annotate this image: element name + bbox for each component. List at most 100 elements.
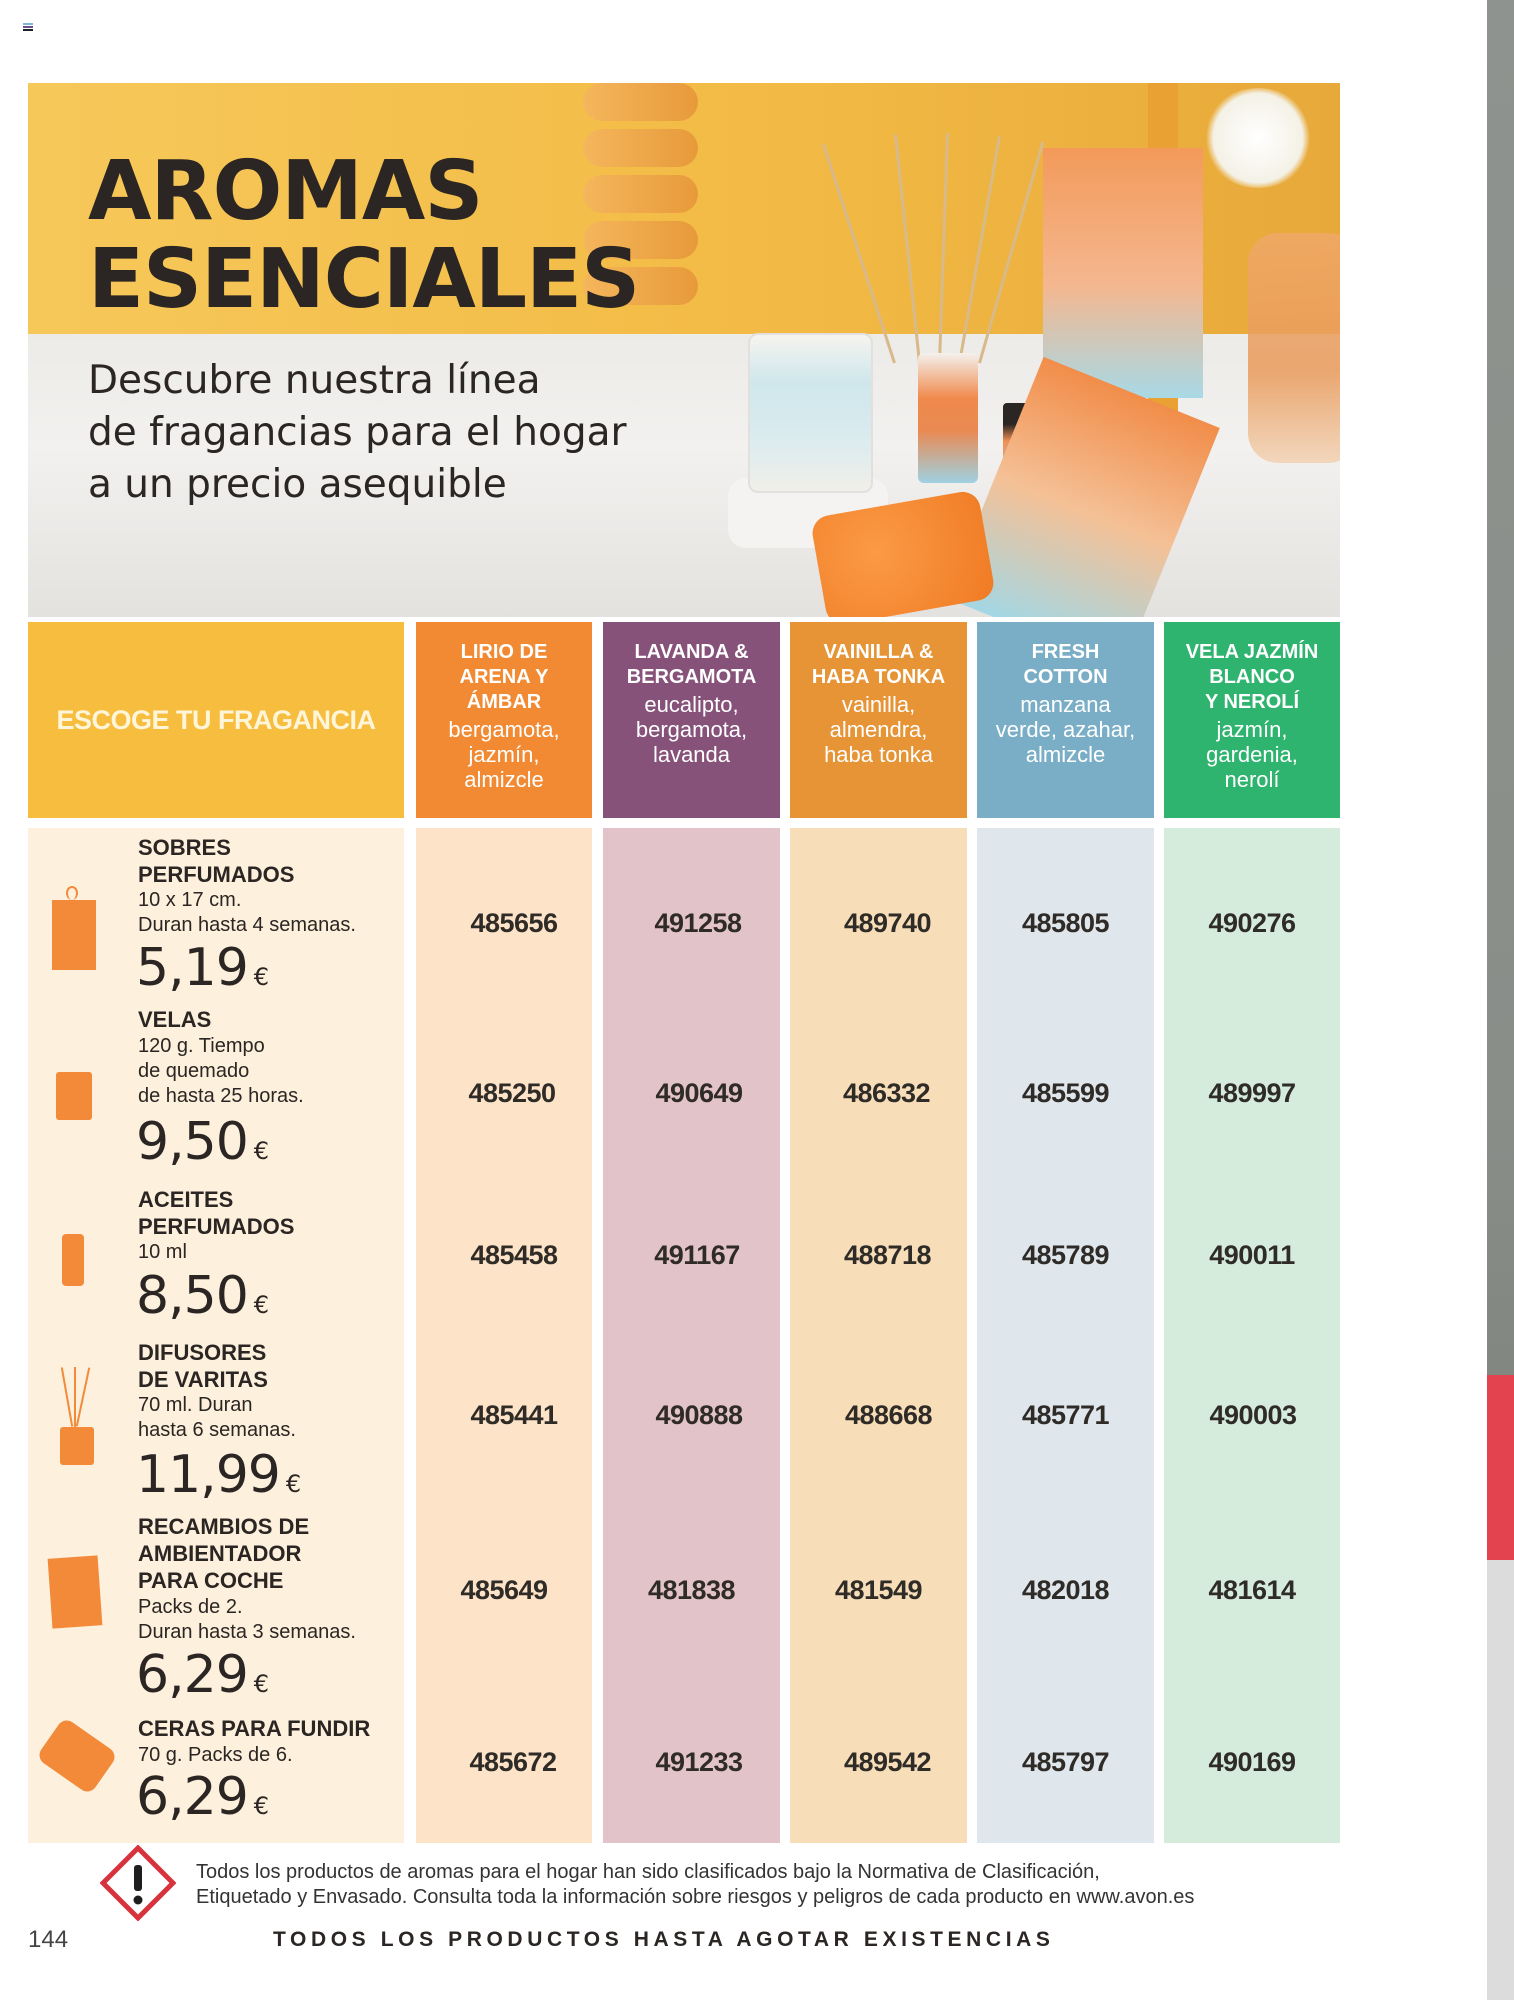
product-code: 485656 — [470, 908, 558, 938]
product-name: CERAS PARA FUNDIR — [138, 1716, 371, 1741]
product-name: SOBRES PERFUMADOS — [138, 835, 295, 887]
code-column-vainilla — [790, 828, 967, 1843]
product-code: 490276 — [1208, 908, 1296, 938]
page-number: 144 — [28, 1926, 69, 1953]
product-code: 485250 — [468, 1078, 556, 1108]
code-column-lavanda — [603, 828, 780, 1843]
product-code: 488718 — [843, 1240, 932, 1270]
oil-bottle-icon — [62, 1234, 84, 1286]
product-price: 6,29 € — [136, 1767, 269, 1827]
product-code: 489997 — [1208, 1078, 1296, 1108]
product-code: 488668 — [844, 1400, 933, 1430]
product-description: 10 ml — [138, 1241, 187, 1263]
product-price: 9,50 € — [136, 1112, 269, 1172]
section-tab-marker[interactable] — [1487, 1375, 1514, 1560]
title-line-1: AROMAS — [88, 144, 483, 239]
fragrance-header-vainilla: VAINILLA & HABA TONKA vainilla, almendra… — [790, 622, 967, 818]
hero-banner — [28, 83, 1340, 617]
product-code: 485599 — [1021, 1078, 1110, 1108]
product-name: RECAMBIOS DE AMBIENTADOR PARA COCHE — [138, 1514, 310, 1593]
product-column — [28, 828, 404, 1843]
fragrance-name: LAVANDA & BERGAMOTA — [626, 641, 757, 688]
product-code: 490003 — [1209, 1400, 1297, 1430]
product-code: 485797 — [1021, 1747, 1110, 1777]
sachet-icon — [52, 900, 96, 970]
product-code: 491233 — [655, 1747, 743, 1777]
product-code: 485771 — [1021, 1400, 1110, 1430]
diffuser-bottle-image — [918, 353, 978, 483]
fragrance-name: LIRIO DE ARENA Y ÁMBAR — [459, 641, 549, 713]
product-description: 10 x 17 cm. Duran hasta 4 semanas. — [138, 889, 356, 936]
product-name: DIFUSORES DE VARITAS — [138, 1340, 268, 1392]
menu-icon[interactable] — [23, 23, 33, 32]
product-price: 5,19 € — [136, 938, 269, 998]
product-code: 485458 — [470, 1240, 558, 1270]
product-code: 485441 — [470, 1400, 558, 1430]
product-name: ACEITES PERFUMADOS — [138, 1187, 295, 1239]
reed-sticks-image — [821, 113, 1045, 364]
product-code: 485805 — [1021, 908, 1110, 938]
product-code: 485672 — [469, 1747, 557, 1777]
code-column-lirio — [416, 828, 592, 1843]
page-edge-strip — [1487, 0, 1514, 2000]
product-code: 485789 — [1021, 1240, 1110, 1270]
page-title: AROMAS ESENCIALES — [88, 144, 640, 327]
fragrance-header-lavanda: LAVANDA & BERGAMOTA eucalipto, bergamota… — [603, 622, 780, 818]
product-row-aceites: ACEITES PERFUMADOS 10 ml 8,50 € — [28, 1182, 404, 1342]
sachet-hook-icon — [66, 886, 78, 900]
product-code: 490888 — [655, 1400, 743, 1430]
product-row-sobres: SOBRES PERFUMADOS 10 x 17 cm. Duran hast… — [28, 828, 404, 998]
fragrance-header-fresh-cotton: FRESH COTTON manzana verde, azahar, almi… — [977, 622, 1154, 818]
code-column-jazmin — [1164, 828, 1340, 1843]
product-code: 489542 — [843, 1747, 932, 1777]
sachet-image — [1043, 148, 1203, 398]
product-row-recambios: RECAMBIOS DE AMBIENTADOR PARA COCHE Pack… — [28, 1513, 404, 1713]
product-code: 491258 — [654, 908, 742, 938]
decorative-vase-image — [583, 83, 698, 313]
fragrance-header-jazmin: VELA JAZMÍN BLANCO Y NEROLÍ jazmín, gard… — [1164, 622, 1340, 818]
product-code: 481614 — [1208, 1575, 1296, 1605]
product-row-velas: VELAS 120 g. Tiempo de quemado de hasta … — [28, 1004, 404, 1174]
fragrance-notes: eucalipto, bergamota, lavanda — [635, 692, 748, 767]
banner-subtitle: Descubre nuestra línea de fragancias par… — [88, 358, 627, 507]
fragrance-notes: vainilla, almendra, haba tonka — [824, 692, 933, 767]
product-code: 481549 — [834, 1575, 923, 1605]
code-column-fresh-cotton — [977, 828, 1154, 1843]
product-description: 70 ml. Duran hasta 6 semanas. — [138, 1394, 296, 1441]
candle-jar-image — [748, 333, 873, 493]
fragrance-name: FRESH COTTON — [1023, 641, 1108, 688]
car-freshener-icon — [47, 1555, 103, 1629]
product-code: 490649 — [655, 1078, 743, 1108]
reed-diffuser-icon — [60, 1367, 94, 1467]
product-code: 481838 — [647, 1575, 736, 1605]
product-code: 482018 — [1021, 1575, 1110, 1605]
fragrance-notes: bergamota, jazmín, almizcle — [448, 717, 560, 792]
fragrance-name: VAINILLA & HABA TONKA — [811, 641, 946, 688]
title-line-2: ESENCIALES — [88, 232, 640, 327]
stock-notice: TODOS LOS PRODUCTOS HASTA AGOTAR EXISTEN… — [273, 1928, 1055, 1951]
glass-vase-image — [1248, 233, 1340, 463]
product-code: 491167 — [654, 1240, 740, 1270]
product-description: 120 g. Tiempo de quemado de hasta 25 hor… — [138, 1035, 304, 1107]
fragrance-header-lirio: LIRIO DE ARENA Y ÁMBAR bergamota, jazmín… — [416, 622, 592, 818]
product-code: 489740 — [843, 908, 932, 938]
candle-icon — [56, 1072, 92, 1120]
product-row-difusores: DIFUSORES DE VARITAS 70 ml. Duran hasta … — [28, 1337, 404, 1517]
product-description: Packs de 2. Duran hasta 3 semanas. — [138, 1596, 356, 1643]
choose-fragrance-label: ESCOGE TU FRAGANCIA — [56, 704, 376, 735]
hazard-warning-icon — [99, 1844, 177, 1922]
wax-melt-icon — [35, 1716, 119, 1796]
product-row-ceras: CERAS PARA FUNDIR 70 g. Packs de 6. 6,29… — [28, 1713, 404, 1843]
lily-flower-image — [1203, 88, 1313, 188]
choose-fragrance-header: ESCOGE TU FRAGANCIA — [28, 622, 404, 818]
product-code: 485649 — [460, 1575, 548, 1605]
product-description: 70 g. Packs de 6. — [138, 1744, 293, 1766]
hazard-disclaimer-text: Todos los productos de aromas para el ho… — [196, 1861, 1195, 1908]
page-edge-lower — [1487, 1560, 1514, 2000]
fragrance-notes: jazmín, gardenia, nerolí — [1206, 717, 1298, 792]
fragrance-name: VELA JAZMÍN BLANCO Y NEROLÍ — [1185, 641, 1319, 713]
product-price: 6,29 € — [136, 1645, 269, 1705]
product-name: VELAS — [138, 1007, 212, 1032]
product-price: 8,50 € — [136, 1266, 269, 1326]
product-price: 11,99 € — [136, 1445, 301, 1505]
